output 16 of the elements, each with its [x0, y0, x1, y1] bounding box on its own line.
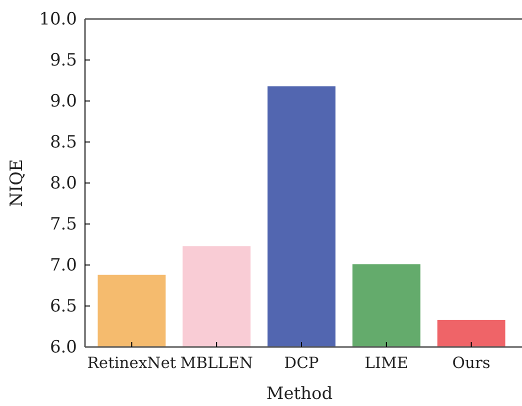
x-tick-label: DCP: [284, 354, 319, 372]
y-tick-label: 9.0: [50, 91, 77, 112]
x-tick-label: RetinexNet: [87, 354, 177, 372]
y-tick-label: 7.5: [50, 214, 77, 234]
y-tick-label: 9.5: [50, 50, 77, 70]
x-axis-title: Method: [266, 384, 333, 404]
y-tick-label: 8.5: [50, 132, 77, 152]
y-axis-title: NIQE: [7, 159, 27, 207]
x-tick-label: Ours: [452, 354, 490, 372]
y-tick-label: 8.0: [50, 173, 77, 194]
y-tick-label: 7.0: [50, 255, 77, 276]
y-tick-label: 10.0: [39, 9, 77, 30]
x-tick-label: MBLLEN: [180, 354, 253, 372]
y-tick-label: 6.0: [50, 337, 77, 358]
x-tick-label: LIME: [364, 354, 408, 372]
y-tick-label: 6.5: [50, 296, 77, 316]
